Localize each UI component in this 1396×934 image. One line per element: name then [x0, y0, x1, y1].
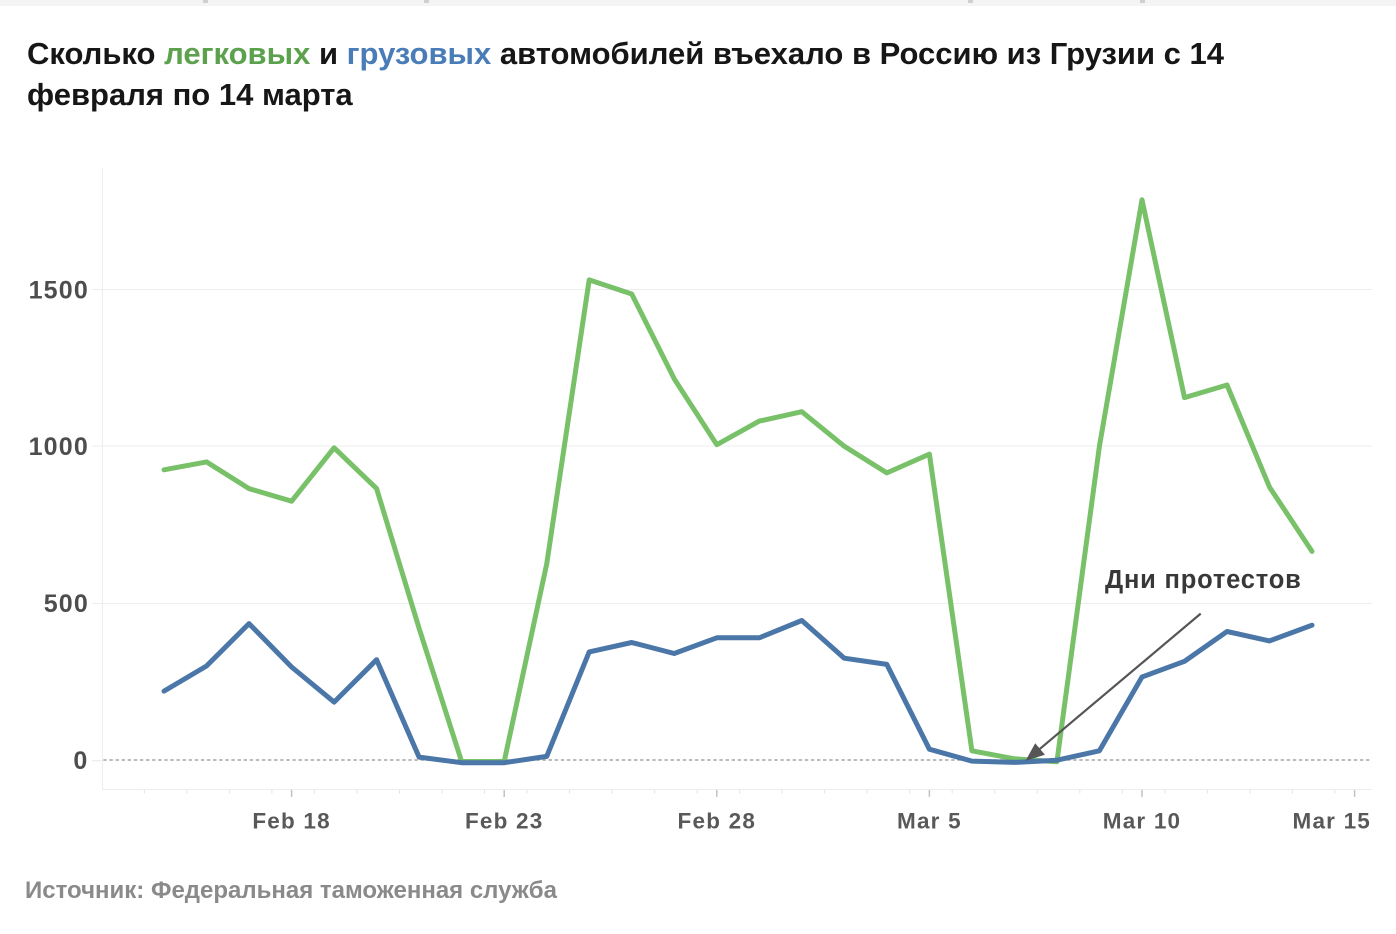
svg-text:1500: 1500	[29, 276, 89, 304]
svg-text:Mar 5: Mar 5	[897, 809, 962, 834]
svg-text:1000: 1000	[29, 433, 89, 461]
svg-text:0: 0	[73, 747, 88, 775]
svg-text:Mar 15: Mar 15	[1293, 809, 1372, 834]
svg-text:Mar 10: Mar 10	[1103, 809, 1182, 834]
svg-text:Feb 28: Feb 28	[678, 809, 756, 834]
svg-text:Feb 23: Feb 23	[465, 809, 543, 834]
svg-text:500: 500	[44, 590, 89, 618]
svg-text:Feb 18: Feb 18	[252, 809, 330, 834]
svg-text:Дни протестов: Дни протестов	[1105, 566, 1302, 594]
